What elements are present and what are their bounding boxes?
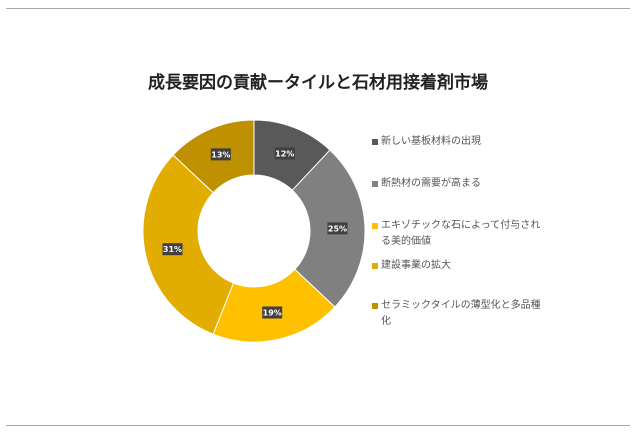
data-label-box — [162, 243, 183, 256]
data-label-box — [327, 222, 348, 235]
data-label-box — [210, 148, 231, 161]
legend-label: 新しい基板材料の出現 — [381, 136, 481, 147]
data-label-text: 31% — [163, 245, 182, 254]
legend-swatch — [372, 303, 378, 309]
legend-item: セラミックタイルの薄型化と多品種化 — [372, 298, 542, 330]
data-label-box — [262, 306, 283, 319]
top-rule — [6, 8, 630, 9]
legend-swatch — [372, 223, 378, 229]
legend-item: 建設事業の拡大 — [372, 258, 542, 274]
data-label-text: 13% — [211, 150, 230, 159]
legend-swatch — [372, 181, 378, 187]
donut-slice — [142, 154, 235, 335]
legend-item: 断熱材の需要が高まる — [372, 176, 542, 192]
chart-title: 成長要因の貢献ータイルと石材用接着剤市場 — [148, 73, 488, 93]
legend-item: エキゾチックな石によって付与される美的価値 — [372, 218, 542, 250]
data-label: 19% — [262, 306, 283, 319]
data-label-text: 19% — [263, 308, 282, 317]
donut-slice — [212, 268, 336, 343]
data-label-text: 25% — [328, 224, 347, 233]
bottom-rule — [6, 425, 630, 426]
legend-label: エキゾチックな石によって付与される美的価値 — [381, 220, 541, 247]
legend-label: セラミックタイルの薄型化と多品種化 — [381, 300, 541, 327]
legend-swatch — [372, 263, 378, 269]
data-label: 31% — [162, 243, 183, 256]
data-label: 25% — [327, 222, 348, 235]
legend-label: 建設事業の拡大 — [381, 260, 451, 271]
legend-item: 新しい基板材料の出現 — [372, 134, 542, 150]
data-label: 12% — [274, 147, 295, 160]
legend-swatch — [372, 139, 378, 145]
legend-label: 断熱材の需要が高まる — [381, 178, 481, 189]
data-label-box — [274, 147, 295, 160]
data-label-text: 12% — [275, 149, 294, 158]
data-label: 13% — [210, 148, 231, 161]
